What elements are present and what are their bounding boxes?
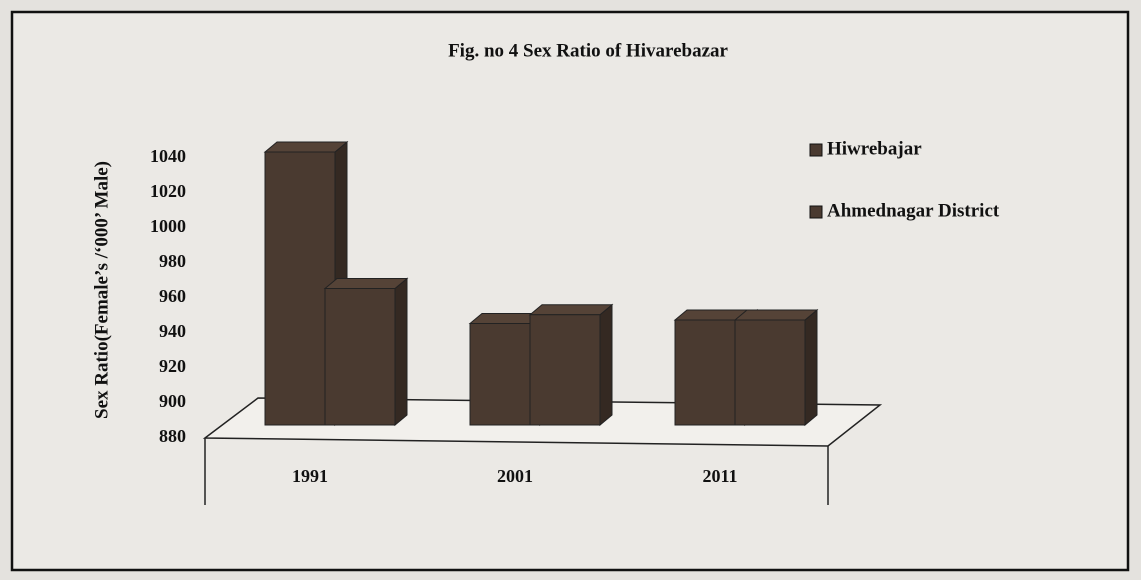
x-tick-label: 2001 (497, 466, 533, 486)
bar-side (804, 308, 818, 427)
y-tick-label: 980 (159, 251, 186, 271)
bar-top (528, 304, 614, 316)
y-axis-label: Sex Ratio(Female’s /‘000’ Male) (91, 161, 112, 419)
y-tick-label: 900 (159, 391, 186, 411)
bar (469, 323, 541, 426)
legend-label: Hiwrebajar (827, 138, 922, 159)
x-tick-label: 2011 (702, 466, 737, 486)
legend-swatch (809, 143, 823, 157)
bar (529, 314, 601, 426)
y-tick-label: 1020 (150, 181, 186, 201)
bar-top (733, 309, 819, 321)
x-tick-label: 1991 (292, 466, 328, 486)
bar-top (323, 278, 409, 289)
bar (674, 319, 746, 426)
bar (734, 319, 806, 426)
chart-border (10, 10, 1130, 572)
y-tick-label: 940 (159, 321, 186, 341)
bar (324, 288, 396, 426)
bar-side (599, 303, 613, 427)
legend-swatch (809, 205, 823, 219)
y-tick-label: 1040 (150, 146, 186, 166)
y-tick-label: 880 (159, 426, 186, 446)
chart-title: Fig. no 4 Sex Ratio of Hivarebazar (448, 40, 728, 61)
legend-label: Ahmednagar District (827, 200, 1000, 221)
y-tick-label: 920 (159, 356, 186, 376)
y-tick-label: 1000 (150, 216, 186, 236)
bar (264, 151, 336, 426)
bar-side (394, 277, 408, 427)
y-tick-label: 960 (159, 286, 186, 306)
bar-top (263, 141, 349, 153)
